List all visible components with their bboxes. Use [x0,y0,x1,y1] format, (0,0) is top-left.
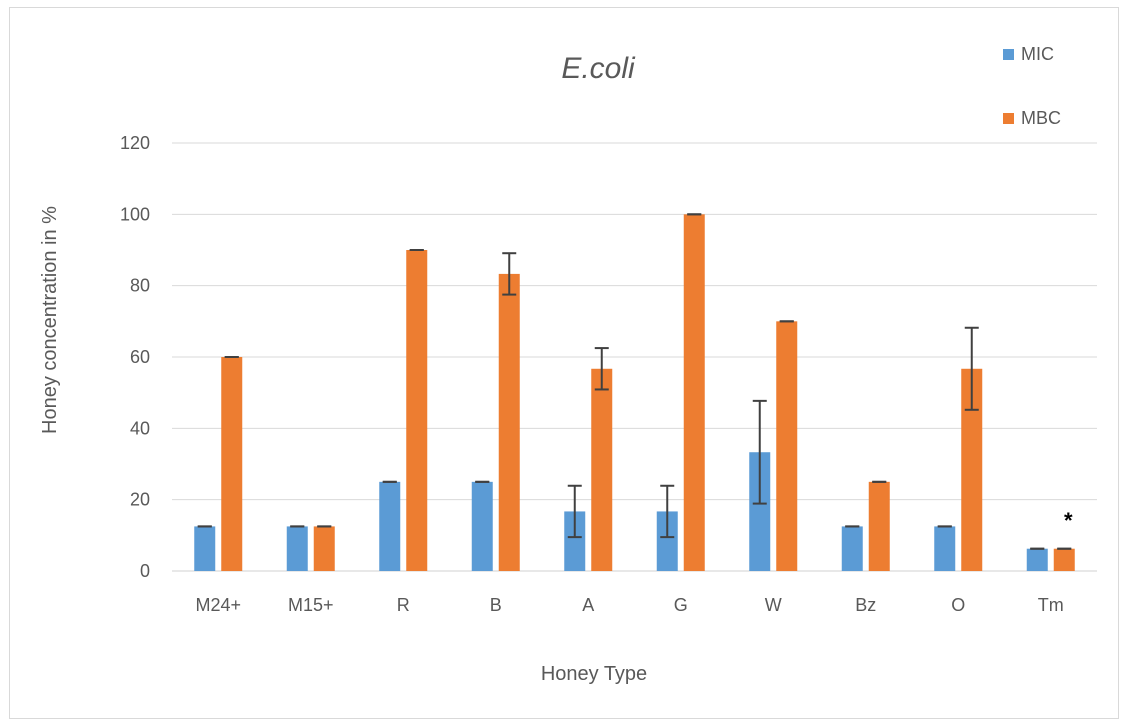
legend-swatch-mbc [1003,113,1014,124]
bar-mbc-m15plus [313,526,335,571]
bar-mic-g [656,511,678,571]
bar-mic-r [379,481,401,571]
x-tick-label: R [397,595,410,615]
chart-title: E.coli [561,52,636,85]
bar-mic-a [564,511,586,571]
x-tick-label: Tm [1038,595,1064,615]
y-tick-label: 120 [120,133,150,153]
bar-mbc-o [961,368,983,571]
bar-mic-tm [1026,548,1048,571]
x-tick-label: W [765,595,782,615]
chart-frame [9,7,1119,719]
bar-mic-b [471,481,493,571]
x-tick-label: M24+ [195,595,241,615]
y-tick-label: 80 [130,276,150,296]
bar-mbc-tm [1053,548,1075,571]
bar-mbc-a [591,368,613,571]
bar-mic-m24plus [194,526,216,571]
legend-swatch-mic [1003,49,1014,60]
bar-mic-w [749,452,771,571]
y-tick-label: 20 [130,490,150,510]
bar-mbc-b [498,273,520,571]
bar-mbc-w [776,321,798,571]
bar-mbc-r [406,250,428,571]
bar-mbc-m24plus [221,357,243,571]
y-axis-title: Honey concentration in % [39,206,61,434]
x-tick-label: M15+ [288,595,334,615]
gridlines [172,142,1097,572]
legend: MIC MBC [1003,44,1061,128]
x-tick-label: O [951,595,965,615]
bar-mic-bz [841,526,863,571]
x-tick-label: G [674,595,688,615]
bar-mbc-bz [868,481,890,571]
x-axis-title: Honey Type [541,663,647,685]
bar-mic-m15plus [286,526,308,571]
x-tick-label: A [582,595,594,615]
legend-label-mbc: MBC [1021,108,1061,128]
tick-labels: 0 20 40 60 80 100 120 M24+ M15+ R B A G W Bz O Tm * [120,133,1073,615]
x-tick-label: B [490,595,502,615]
bar-mic-o [934,526,956,571]
y-tick-label: 100 [120,204,150,224]
y-tick-label: 60 [130,347,150,367]
bars [194,213,1075,572]
legend-label-mic: MIC [1021,44,1054,64]
y-tick-label: 40 [130,418,150,438]
x-tick-label: Bz [855,595,876,615]
y-tick-label: 0 [140,561,150,581]
significance-annotation: * [1064,508,1073,533]
bar-mbc-g [683,214,705,572]
